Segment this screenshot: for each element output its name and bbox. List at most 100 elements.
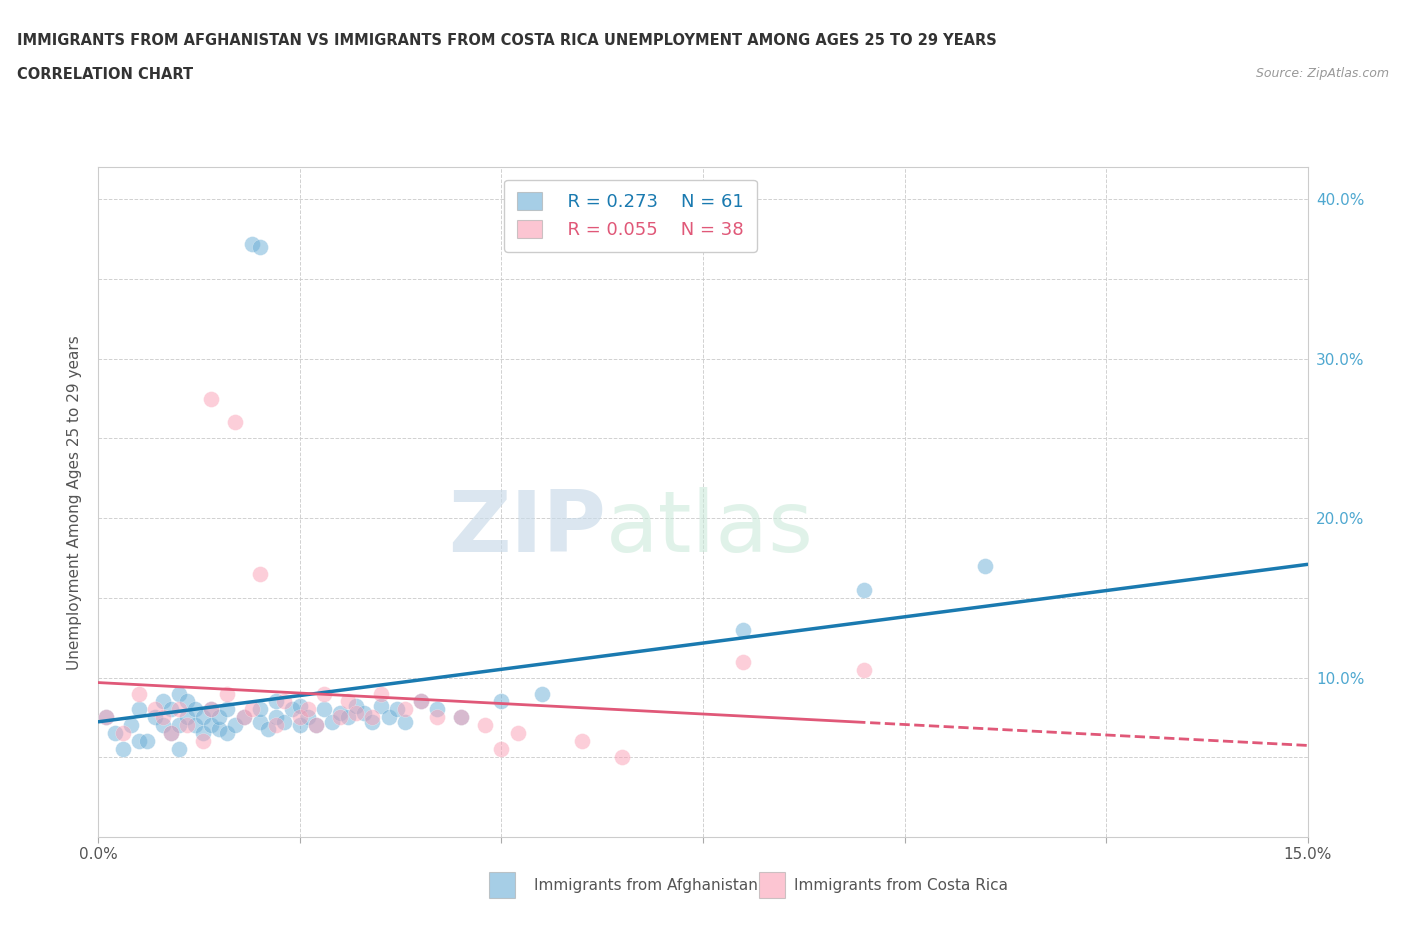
Point (167, 718, 190, 733)
Point (571, 734, 593, 749)
Point (176, 718, 198, 733)
Point (128, 686, 150, 701)
Point (167, 702, 190, 717)
Point (264, 694, 287, 709)
Point (733, 622, 755, 637)
Point (256, 721, 278, 736)
Point (111, 742, 134, 757)
Point (353, 705, 375, 720)
Point (208, 721, 231, 736)
Point (232, 710, 254, 724)
Point (184, 718, 207, 733)
Point (612, 750, 634, 764)
Point (474, 718, 496, 733)
Point (167, 686, 190, 701)
Y-axis label: Unemployment Among Ages 25 to 29 years: Unemployment Among Ages 25 to 29 years (67, 335, 83, 670)
Point (217, 726, 239, 741)
Point (152, 710, 174, 724)
Point (217, 702, 239, 717)
Point (853, 582, 876, 597)
Point (103, 726, 125, 741)
Point (409, 694, 432, 709)
Point (344, 698, 367, 713)
Point (249, 566, 271, 581)
Point (733, 654, 755, 669)
Text: CORRELATION CHART: CORRELATION CHART (17, 67, 193, 82)
Point (224, 718, 246, 733)
Point (143, 710, 166, 724)
Point (530, 686, 553, 701)
Point (152, 718, 174, 733)
Point (240, 702, 263, 717)
Point (426, 702, 449, 717)
Point (200, 718, 222, 733)
Point (152, 694, 174, 709)
Point (264, 718, 287, 733)
Point (240, 236, 263, 251)
Point (193, 726, 215, 741)
Text: Source: ZipAtlas.com: Source: ZipAtlas.com (1256, 67, 1389, 80)
Point (128, 702, 150, 717)
Text: ZIP: ZIP (449, 487, 606, 570)
Point (394, 702, 416, 717)
Point (361, 710, 384, 724)
Text: Immigrants from Costa Rica: Immigrants from Costa Rica (794, 878, 1008, 893)
Point (96, 710, 118, 724)
Point (853, 662, 876, 677)
Point (297, 702, 319, 717)
Point (193, 710, 215, 724)
Point (120, 718, 142, 733)
Point (249, 240, 271, 255)
Text: atlas: atlas (606, 487, 814, 570)
Point (450, 710, 472, 724)
Point (491, 694, 513, 709)
Point (232, 710, 254, 724)
Point (128, 734, 150, 749)
Point (208, 710, 231, 724)
Point (200, 702, 222, 717)
Point (361, 715, 384, 730)
Point (506, 726, 529, 741)
Point (143, 702, 166, 717)
Point (288, 698, 311, 713)
Legend:   R = 0.273    N = 61,   R = 0.055    N = 38: R = 0.273 N = 61, R = 0.055 N = 38 (505, 179, 756, 252)
Point (273, 715, 295, 730)
Point (377, 710, 399, 724)
Point (329, 710, 352, 724)
Point (288, 710, 311, 724)
Point (176, 694, 198, 709)
Point (200, 392, 222, 406)
Point (176, 710, 198, 724)
Text: IMMIGRANTS FROM AFGHANISTAN VS IMMIGRANTS FROM COSTA RICA UNEMPLOYMENT AMONG AGE: IMMIGRANTS FROM AFGHANISTAN VS IMMIGRANT… (17, 33, 997, 47)
Point (337, 710, 360, 724)
Point (160, 726, 183, 741)
Point (224, 415, 246, 430)
Point (111, 726, 134, 741)
Point (281, 702, 304, 717)
Point (344, 705, 367, 720)
Point (96, 710, 118, 724)
Point (264, 710, 287, 724)
Point (314, 686, 336, 701)
Point (273, 694, 295, 709)
Point (314, 702, 336, 717)
Point (321, 715, 343, 730)
Point (160, 726, 183, 741)
Point (385, 702, 408, 717)
Point (217, 686, 239, 701)
Point (426, 710, 449, 724)
Point (370, 698, 392, 713)
Point (184, 702, 207, 717)
Point (974, 559, 997, 574)
Point (370, 686, 392, 701)
Point (305, 718, 328, 733)
Point (249, 702, 271, 717)
Point (160, 702, 183, 717)
Point (394, 715, 416, 730)
Text: Immigrants from Afghanistan: Immigrants from Afghanistan (534, 878, 758, 893)
Point (288, 718, 311, 733)
Point (491, 742, 513, 757)
Point (297, 710, 319, 724)
Point (337, 694, 360, 709)
Point (135, 734, 157, 749)
